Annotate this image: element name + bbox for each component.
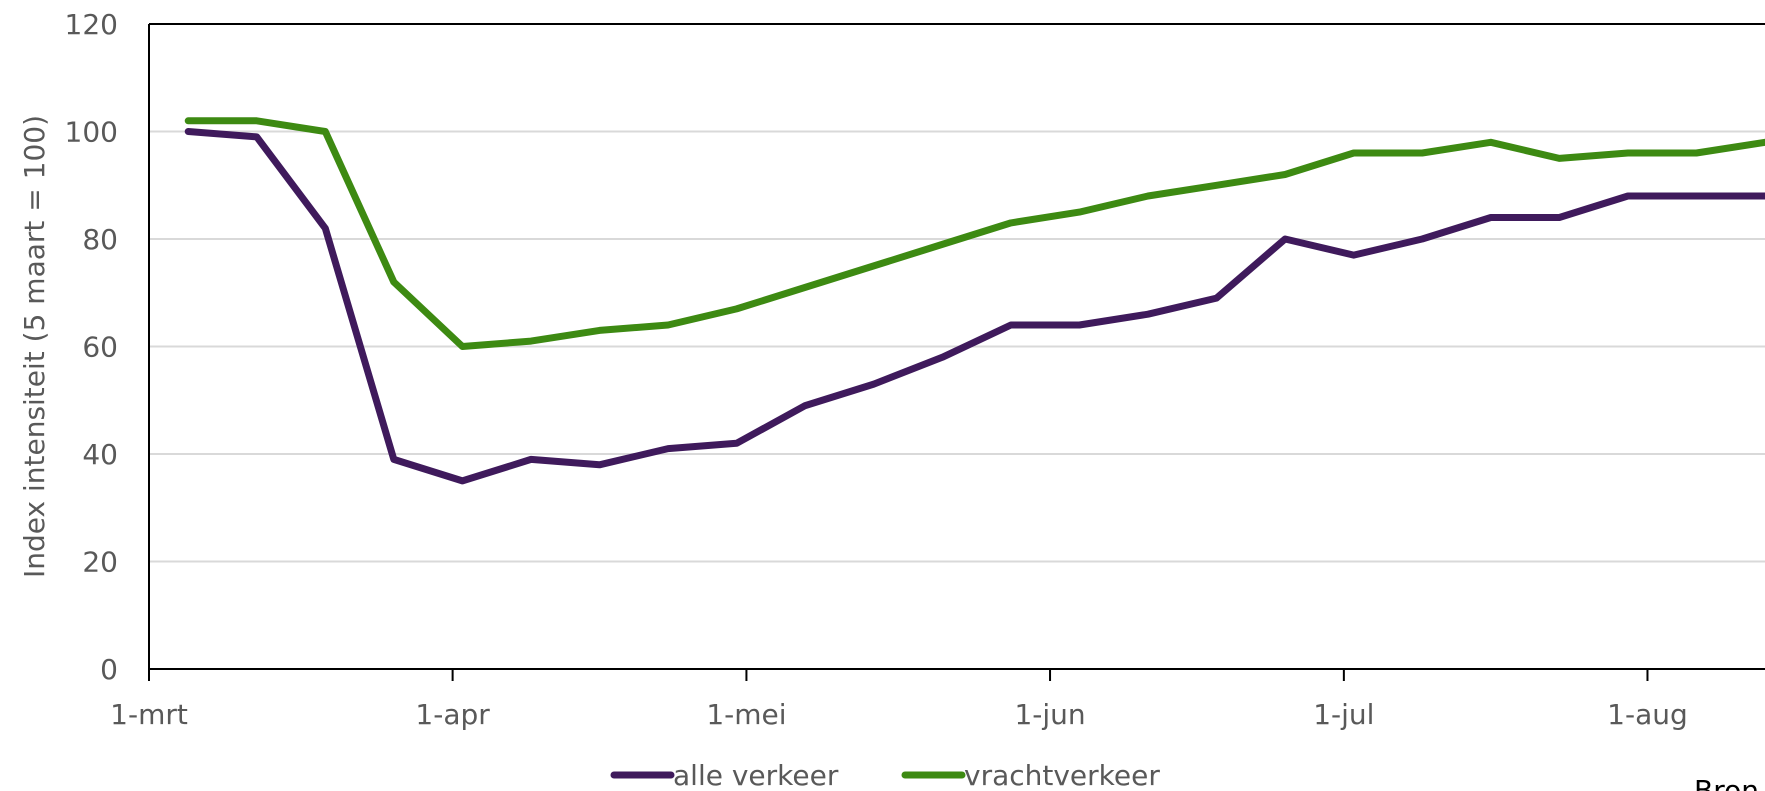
y-axis-title: Index intensiteit (5 maart = 100) bbox=[18, 115, 51, 578]
x-tick-label: 1-jul bbox=[1313, 698, 1374, 731]
y-tick-label: 0 bbox=[100, 653, 118, 686]
x-tick-label: 1-mrt bbox=[110, 698, 188, 731]
legend: alle verkeer vrachtverkeer bbox=[610, 759, 1160, 791]
y-tick-label: 20 bbox=[82, 546, 118, 579]
series-line-vrachtverkeer bbox=[184, 117, 1765, 350]
y-tick-label: 40 bbox=[82, 438, 118, 471]
y-tick-label: 80 bbox=[82, 223, 118, 256]
source-label: Bron bbox=[1694, 774, 1759, 791]
legend-label: vrachtverkeer bbox=[964, 759, 1160, 791]
y-tick-label: 100 bbox=[65, 116, 118, 149]
x-tick-label: 1-mei bbox=[706, 698, 786, 731]
series-lines bbox=[184, 117, 1765, 485]
y-tick-label: 60 bbox=[82, 331, 118, 364]
tick-labels: 0 20 40 60 80 100 120 1-mrt 1-apr 1-mei 1-jun 1-jul… bbox=[65, 8, 1688, 731]
gridlines bbox=[149, 23, 1765, 563]
y-tick-label: 120 bbox=[65, 8, 118, 41]
axes bbox=[148, 23, 1765, 681]
x-tick-label: 1-jun bbox=[1014, 698, 1085, 731]
x-tick-label: 1-apr bbox=[415, 698, 490, 731]
x-tick-label: 1-aug bbox=[1607, 698, 1688, 731]
series-line-alle-verkeer bbox=[184, 128, 1765, 485]
legend-label: alle verkeer bbox=[673, 759, 839, 791]
